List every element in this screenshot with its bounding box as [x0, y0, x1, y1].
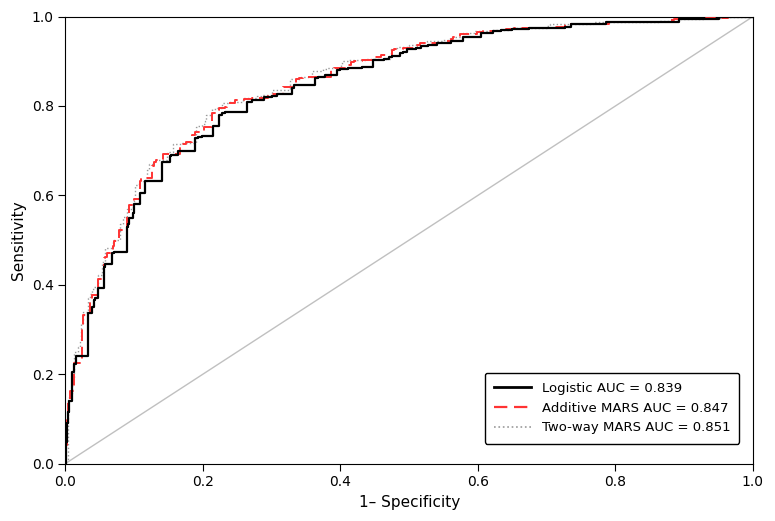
Legend: Logistic AUC = 0.839, Additive MARS AUC = 0.847, Two-way MARS AUC = 0.851: Logistic AUC = 0.839, Additive MARS AUC … — [485, 373, 739, 443]
Y-axis label: Sensitivity: Sensitivity — [11, 200, 26, 280]
X-axis label: 1– Specificity: 1– Specificity — [359, 495, 460, 510]
